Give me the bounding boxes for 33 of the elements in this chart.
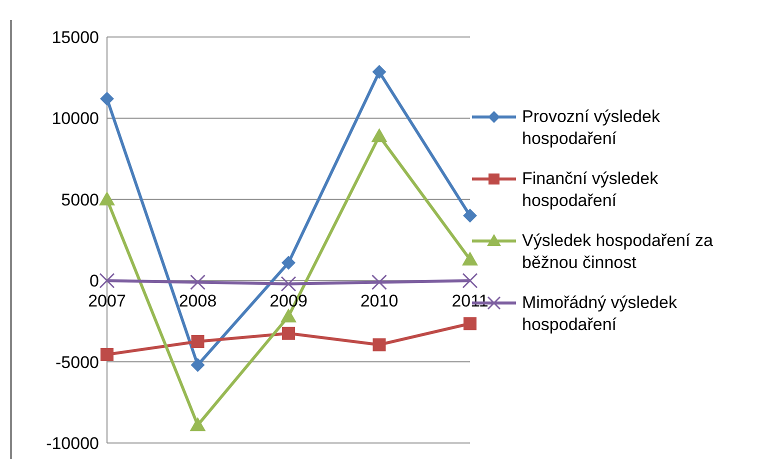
point [99, 272, 115, 288]
legend-label: Mimořádný výsledek hospodaření [522, 292, 678, 336]
point [372, 274, 387, 290]
point [464, 317, 476, 330]
x-tick-label: 2010 [360, 292, 398, 311]
point [280, 276, 296, 292]
y-tick-label: 5000 [61, 190, 99, 210]
point [100, 92, 114, 106]
y-tick-label: -10000 [46, 434, 99, 454]
y-tick-label: 15000 [52, 28, 99, 48]
point [100, 348, 114, 361]
x-tick-label: 2007 [88, 292, 126, 311]
point [462, 272, 478, 288]
point [372, 64, 386, 79]
legend-label: Výsledek hospodaření za běžnou činnost [522, 230, 714, 274]
y-tick-label: -5000 [56, 352, 99, 372]
point [463, 208, 477, 223]
point [191, 335, 204, 348]
y-tick-label: 10000 [52, 109, 99, 128]
point [190, 358, 205, 372]
point [190, 274, 206, 290]
legend-label: Provozní výsledek hospodaření [522, 106, 661, 150]
legend-label: Finanční výsledek hospodaření [522, 168, 660, 212]
point [190, 417, 206, 432]
y-tick-label: 0 [90, 272, 99, 291]
point [99, 191, 115, 206]
point [280, 308, 296, 322]
point [371, 128, 388, 142]
point [282, 256, 296, 270]
point [372, 338, 386, 352]
point [462, 251, 478, 266]
point [282, 326, 295, 340]
x-tick-label: 2008 [178, 292, 217, 311]
